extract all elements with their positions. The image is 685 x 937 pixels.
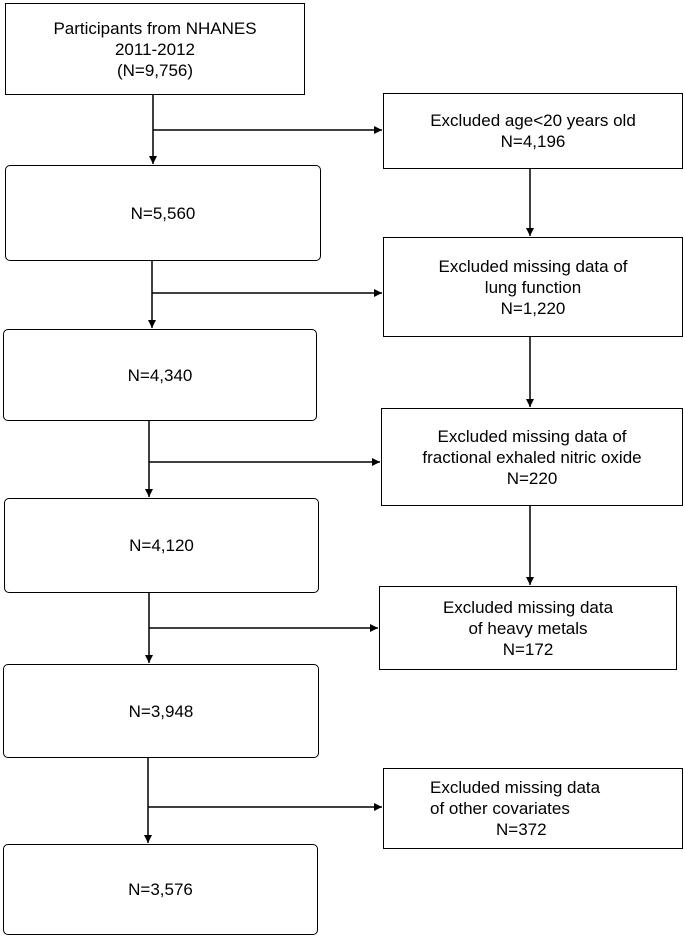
box-excluded-heavy-metals-line-3: N=172 [502, 639, 554, 659]
box-n-3576: N=3,576 [3, 844, 318, 935]
box-excluded-heavy-metals: Excluded missing data of heavy metals N=… [379, 586, 677, 670]
box-excluded-feno-line-1: Excluded missing data of [437, 426, 627, 446]
box-n-3948-label: N=3,948 [128, 701, 194, 721]
box-n-4120-label: N=4,120 [129, 536, 194, 555]
box-excluded-age: Excluded age<20 years old N=4,196 [383, 93, 683, 169]
box-excluded-other-covariates-line-3: N=372 [496, 820, 547, 839]
box-excluded-lung-function: Excluded missing data of lung function N… [383, 237, 683, 337]
box-excluded-other-covariates-line-2: of other covariates [430, 799, 570, 818]
box-participants-line-1: Participants from NHANES [53, 18, 257, 38]
box-n-5560: N=5,560 [5, 165, 321, 261]
box-excluded-age-line-2: N=4,196 [500, 132, 566, 151]
box-participants-line-3: (N=9,756) [116, 60, 194, 80]
box-participants-line-2: 2011-2012 [114, 39, 196, 59]
box-n-3948: N=3,948 [3, 664, 319, 758]
box-n-3576-label: N=3,576 [128, 880, 193, 899]
box-excluded-heavy-metals-line-1: Excluded missing data [442, 597, 614, 617]
box-n-5560-label: N=5,560 [130, 203, 196, 223]
box-n-4340-label: N=4,340 [127, 365, 193, 385]
box-excluded-other-covariates: Excluded missing data of other covariate… [383, 768, 683, 849]
box-excluded-feno-line-3: N=220 [506, 468, 558, 488]
box-n-4120: N=4,120 [4, 498, 319, 593]
box-excluded-lung-function-line-3: N=1,220 [500, 298, 566, 318]
box-excluded-feno: Excluded missing data of fractional exha… [381, 408, 683, 506]
box-participants: Participants from NHANES 2011-2012 (N=9,… [5, 3, 305, 95]
box-excluded-heavy-metals-line-2: of heavy metals [468, 618, 588, 638]
box-n-4340: N=4,340 [3, 329, 317, 421]
box-excluded-feno-line-2: fractional exhaled nitric oxide [422, 447, 642, 467]
box-excluded-lung-function-line-1: Excluded missing data of [438, 256, 628, 276]
box-excluded-age-line-1: Excluded age<20 years old [430, 111, 636, 130]
box-excluded-lung-function-line-2: lung function [484, 277, 582, 297]
box-excluded-other-covariates-line-1: Excluded missing data [430, 778, 601, 797]
